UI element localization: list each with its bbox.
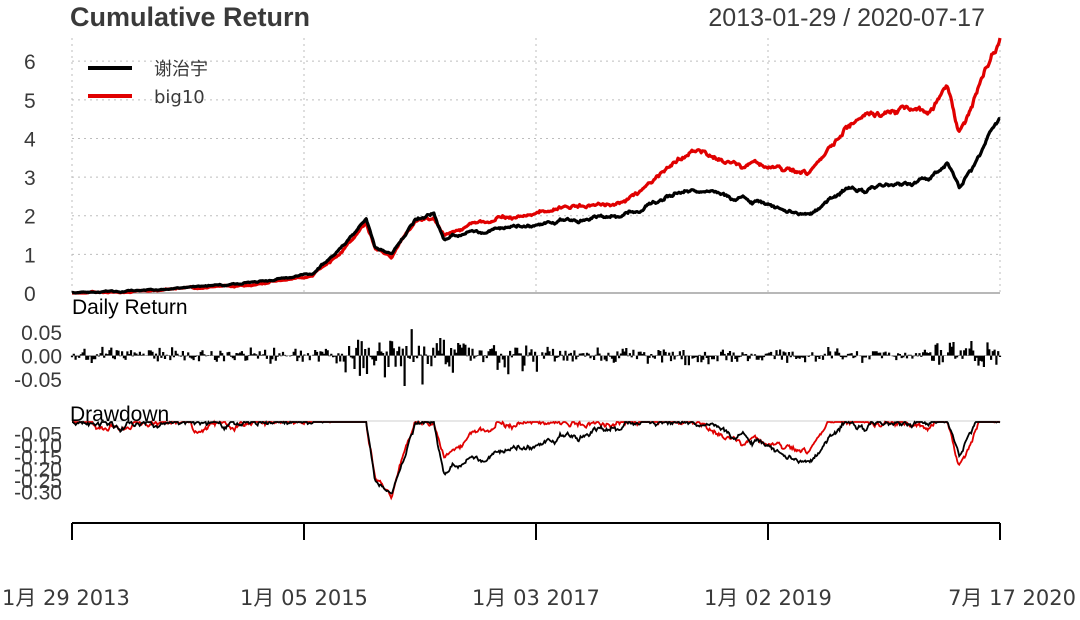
- y-tick-label: 0.05: [21, 322, 62, 345]
- x-axis: 1月 29 2013 1月 05 2015 1月 03 2017 1月 02 2019…: [2, 522, 1076, 610]
- x-tick-label: 1月 02 2019: [704, 586, 832, 610]
- drawdown-line-1: [72, 420, 1001, 495]
- x-tick-label: 1月 29 2013: [2, 586, 130, 610]
- y-tick-label: 5: [24, 90, 36, 113]
- y-tick-label: -0.20: [14, 458, 62, 481]
- y-tick-label: 3: [24, 167, 36, 190]
- x-tick-label: 1月 03 2017: [472, 586, 600, 610]
- y-tick-labels: 01234560.050.00-0.05-0.05-0.10-0.15-0.20…: [14, 51, 62, 504]
- y-tick-label: 1: [24, 244, 36, 267]
- y-tick-label: -0.30: [14, 481, 62, 504]
- x-tick-label: 7月 17 2020: [948, 586, 1076, 610]
- legend: 谢治宇 big10: [88, 59, 208, 108]
- cumulative-series-layer: [71, 37, 1002, 295]
- daily-return-label: Daily Return: [72, 296, 188, 319]
- y-tick-label: 6: [24, 51, 36, 74]
- y-tick-label: -0.10: [14, 435, 62, 458]
- legend-label-series-2: big10: [154, 87, 205, 108]
- series-line-1: [71, 117, 1001, 295]
- chart-title: Cumulative Return: [70, 2, 310, 32]
- y-tick-label: -0.05: [14, 424, 62, 447]
- drawdown-label: Drawdown: [70, 403, 169, 426]
- daily-return-layer: [70, 329, 1002, 386]
- y-tick-label: -0.15: [14, 447, 62, 470]
- x-tick-label: 1月 05 2015: [240, 586, 368, 610]
- date-range: 2013-01-29 / 2020-07-17: [708, 4, 985, 32]
- y-tick-label: -0.05: [14, 369, 62, 392]
- y-tick-label: 0.00: [21, 346, 62, 369]
- drawdown-layer: [72, 419, 1001, 501]
- y-tick-label: 2: [24, 206, 36, 229]
- legend-label-series-1: 谢治宇: [154, 59, 208, 80]
- y-tick-label: 0: [24, 283, 36, 306]
- y-tick-label: 4: [24, 129, 36, 152]
- drawdown-line-2: [72, 419, 1000, 501]
- daily-return-bars: [70, 329, 1002, 386]
- grid: [71, 38, 1001, 422]
- y-tick-label: -0.25: [14, 470, 62, 493]
